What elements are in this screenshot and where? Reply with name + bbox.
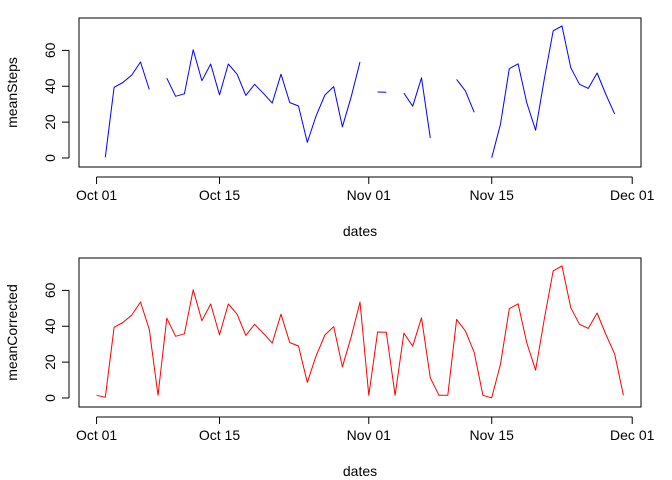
- y-tick-label: 20: [42, 114, 58, 130]
- y-tick-label: 40: [42, 318, 58, 334]
- y-tick-label: 20: [42, 354, 58, 370]
- y-tick-label: 0: [42, 394, 58, 402]
- plot-frame: [78, 17, 642, 168]
- series-line: [104, 25, 616, 158]
- y-axis-label: meanSteps: [4, 57, 20, 128]
- x-tick-label: Dec 01: [610, 187, 655, 203]
- x-tick-label: Oct 01: [76, 427, 117, 443]
- x-tick-label: Nov 15: [470, 427, 515, 443]
- y-tick-label: 40: [42, 78, 58, 94]
- x-tick-label: Oct 15: [199, 427, 240, 443]
- x-tick-label: Oct 15: [199, 187, 240, 203]
- y-axis-label: meanCorrected: [4, 284, 20, 381]
- y-tick-label: 60: [42, 42, 58, 58]
- x-tick-label: Oct 01: [76, 187, 117, 203]
- x-tick-label: Nov 01: [347, 427, 392, 443]
- x-tick-label: Nov 15: [470, 187, 515, 203]
- x-axis-label: dates: [343, 463, 377, 479]
- y-tick-label: 60: [42, 282, 58, 298]
- y-tick-label: 0: [42, 154, 58, 162]
- x-tick-label: Nov 01: [347, 187, 392, 203]
- x-axis-label: dates: [343, 223, 377, 239]
- plot-frame: [78, 257, 642, 408]
- x-tick-label: Dec 01: [610, 427, 655, 443]
- series-line: [96, 265, 624, 399]
